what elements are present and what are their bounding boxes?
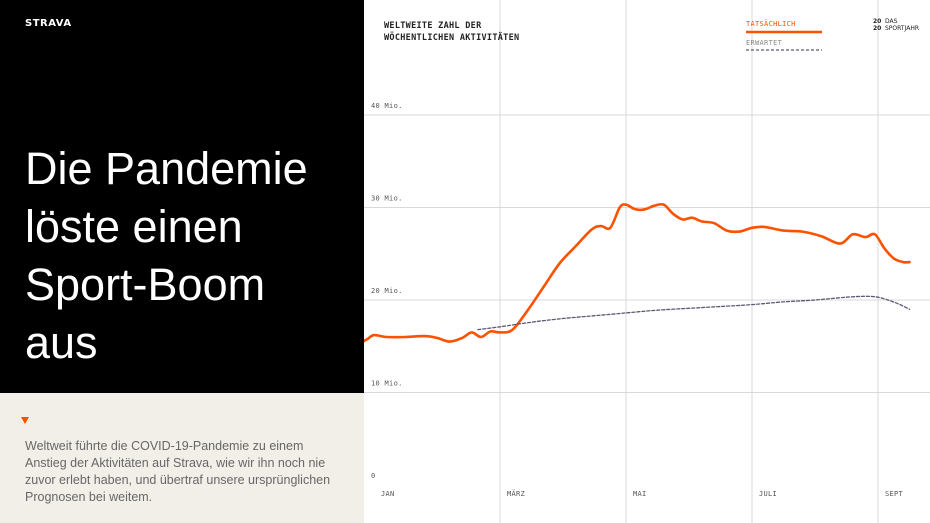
legend-label-actual: TATSÄCHLICH bbox=[746, 19, 796, 28]
strava-logo: STRAVA bbox=[25, 18, 72, 29]
series-line-actual bbox=[364, 202, 911, 343]
badge-number: 20 bbox=[873, 25, 881, 32]
headline-line: löste einen bbox=[25, 201, 243, 252]
x-tick-label: MÄRZ bbox=[507, 489, 525, 498]
y-tick-label: 30 Mio. bbox=[371, 195, 403, 203]
x-tick-label: SEPT bbox=[885, 490, 904, 498]
y-tick-label: 10 Mio. bbox=[371, 380, 403, 388]
caption-panel bbox=[0, 393, 364, 523]
badge-number: 20 bbox=[873, 18, 881, 25]
headline-line: Die Pandemie bbox=[25, 143, 308, 194]
chart-grid bbox=[364, 0, 930, 523]
series-line-expected bbox=[477, 295, 911, 331]
legend: TATSÄCHLICH ERWARTET bbox=[746, 19, 822, 51]
weekly-activities-chart: 0 10 Mio. 20 Mio. 30 Mio. 40 Mio. JAN MÄRZ MAI… bbox=[364, 0, 930, 523]
x-axis-ticks: JAN MÄRZ MAI JULI SEPT bbox=[381, 489, 904, 498]
y-axis-ticks: 0 10 Mio. 20 Mio. 30 Mio. 40 Mio. bbox=[371, 102, 403, 480]
badge-text: DAS bbox=[885, 18, 898, 25]
headline-line: aus bbox=[25, 317, 98, 368]
chart-series bbox=[364, 202, 911, 343]
y-tick-label: 40 Mio. bbox=[371, 102, 403, 110]
x-tick-label: MAI bbox=[633, 490, 647, 498]
headline-line: Sport-Boom bbox=[25, 259, 266, 310]
sportjahr-badge: 20 DAS 20 SPORTJAHR bbox=[873, 18, 919, 32]
x-tick-label: JAN bbox=[381, 490, 395, 498]
chart-title-line: WÖCHENTLICHEN AKTIVITÄTEN bbox=[384, 32, 519, 43]
chart-title-line: WELTWEITE ZAHL DER bbox=[384, 21, 482, 31]
y-tick-label: 0 bbox=[371, 472, 376, 480]
triangle-down-icon bbox=[21, 417, 29, 424]
y-tick-label: 20 Mio. bbox=[371, 287, 403, 295]
x-tick-label: JULI bbox=[759, 490, 777, 498]
legend-label-expected: ERWARTET bbox=[746, 39, 783, 47]
badge-text: SPORTJAHR bbox=[885, 25, 919, 32]
headline: Die Pandemie löste einen Sport-Boom aus bbox=[25, 140, 355, 372]
headline-panel: STRAVA Die Pandemie löste einen Sport-Bo… bbox=[0, 0, 364, 393]
caption-text: Weltweit führte die COVID-19-Pandemie zu… bbox=[25, 439, 331, 504]
